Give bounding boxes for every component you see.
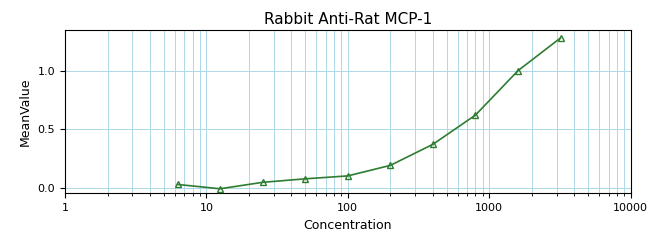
- Y-axis label: MeanValue: MeanValue: [19, 77, 32, 146]
- Title: Rabbit Anti-Rat MCP-1: Rabbit Anti-Rat MCP-1: [264, 12, 432, 27]
- X-axis label: Concentration: Concentration: [304, 219, 392, 232]
